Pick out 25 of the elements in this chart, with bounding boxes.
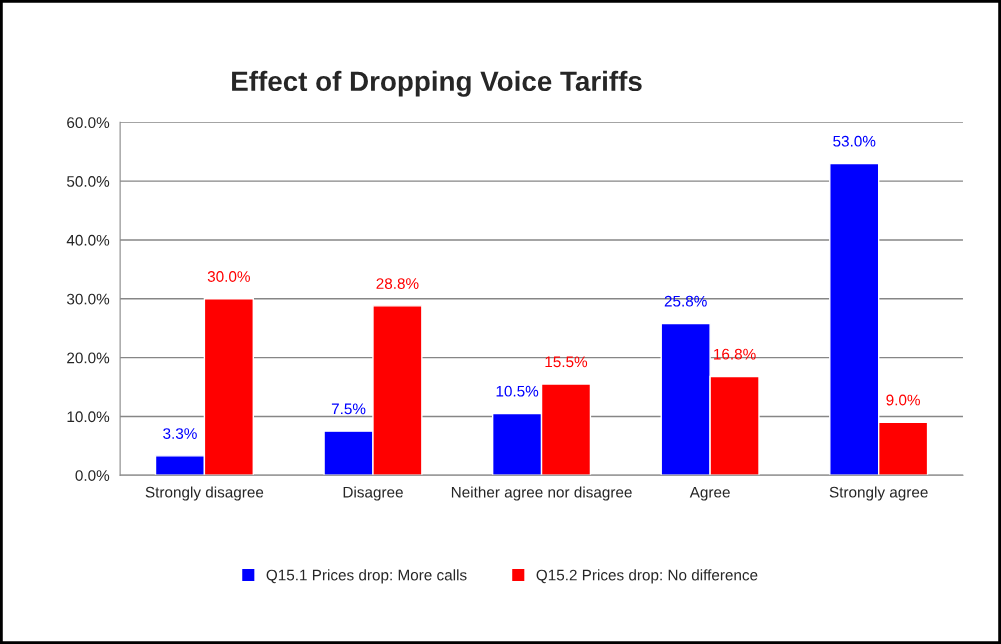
y-tick-label: 50.0%: [67, 176, 110, 187]
data-label: 53.0%: [833, 135, 876, 147]
y-tick-label: 30.0%: [66, 293, 110, 305]
data-label: 25.8%: [664, 295, 707, 307]
data-label: 28.8%: [376, 278, 419, 289]
x-tick-label: Agree: [689, 486, 730, 501]
data-label: 16.8%: [714, 348, 756, 360]
legend-label: Q15.2 Prices drop: No difference: [536, 569, 758, 584]
data-label: 15.5%: [545, 356, 588, 368]
x-tick-label: Neither agree nor disagree: [451, 486, 632, 501]
data-label: 10.5%: [496, 385, 539, 397]
x-tick-label: Strongly agree: [829, 486, 928, 501]
data-label: 30.0%: [207, 271, 250, 282]
y-tick-label: 20.0%: [67, 352, 110, 364]
data-label: 9.0%: [886, 394, 920, 406]
legend-label: Q15.1 Prices drop: More calls: [266, 569, 467, 584]
data-label: 7.5%: [331, 403, 366, 415]
x-tick-label: Disagree: [343, 486, 403, 501]
y-tick-label: 40.0%: [66, 234, 110, 246]
y-tick-label: 0.0%: [75, 470, 110, 481]
data-label: 3.3%: [163, 428, 197, 439]
x-tick-label: Strongly disagree: [145, 486, 264, 501]
chart-title: Effect of Dropping Voice Tariffs: [232, 70, 642, 97]
y-tick-label: 10.0%: [67, 411, 110, 423]
y-tick-label: 60.0%: [67, 117, 110, 129]
